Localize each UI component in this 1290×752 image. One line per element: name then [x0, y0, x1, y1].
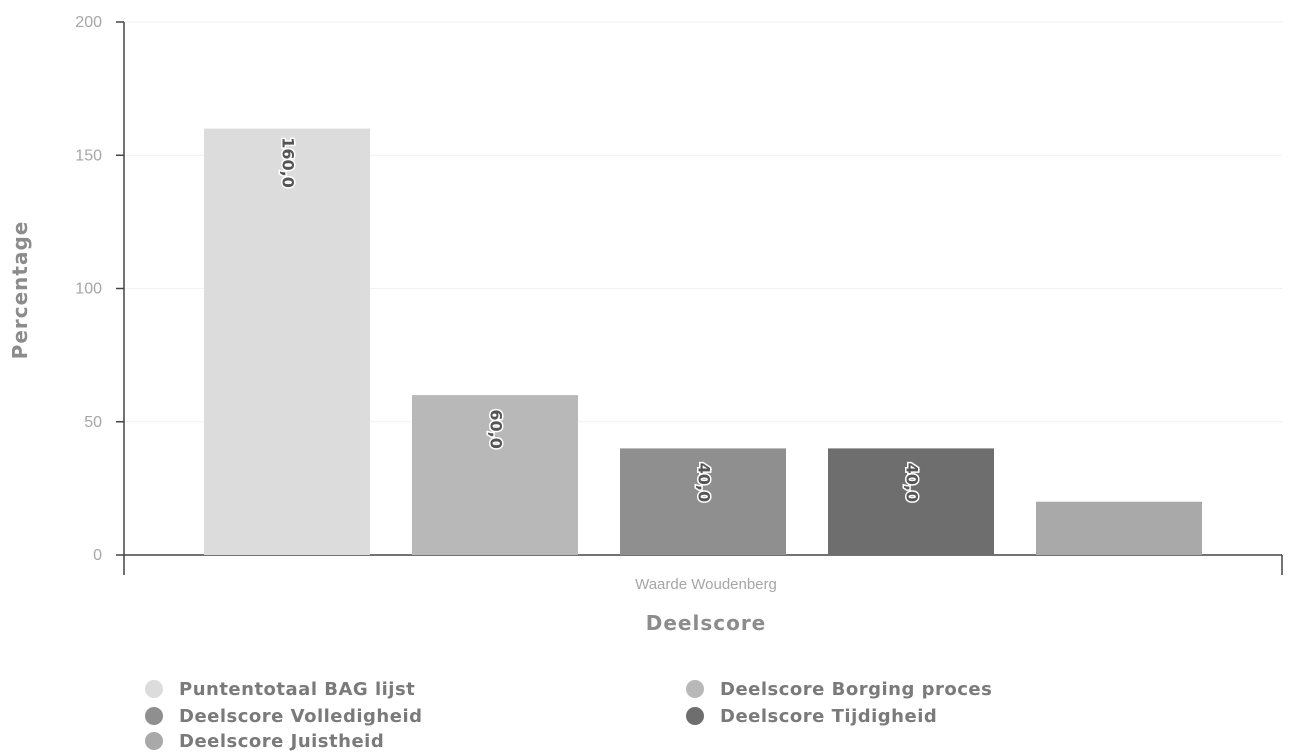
legend-label: Deelscore Volledigheid: [179, 705, 423, 727]
x-category-label: Waarde Woudenberg: [635, 576, 777, 593]
legend-item[interactable]: Deelscore Borging proces: [686, 678, 992, 700]
legend-label: Deelscore Juistheid: [179, 730, 385, 752]
bar[interactable]: [204, 128, 370, 555]
y-tick-label: 200: [75, 14, 102, 31]
legend-dot-icon: [145, 707, 163, 725]
y-tick-label: 0: [93, 547, 102, 564]
legend-item[interactable]: Puntentotaal BAG lijst: [145, 678, 415, 700]
bar-value-label: 40,0: [903, 463, 922, 502]
legend-dot-icon: [145, 732, 163, 750]
bar-chart: 0 50 100 150 200 160,0 60,0 40,0 40,0 Waarde Wo…: [8, 14, 1283, 635]
bar-value-label: 60,0: [487, 409, 506, 448]
y-tick-label: 50: [84, 414, 102, 431]
y-tick-label: 100: [75, 281, 102, 298]
legend: Puntentotaal BAG lijst Deelscore Volledi…: [0, 668, 1290, 752]
legend-dot-icon: [686, 680, 704, 698]
y-axis-title: Percentage: [8, 221, 32, 360]
bars: [204, 128, 1202, 555]
bar[interactable]: [828, 448, 994, 555]
y-tick-label: 150: [75, 147, 102, 164]
bar[interactable]: [1036, 501, 1202, 555]
legend-label: Deelscore Borging proces: [720, 678, 993, 700]
legend-label: Deelscore Tijdigheid: [720, 705, 938, 727]
bar[interactable]: [412, 395, 578, 555]
legend-dot-icon: [145, 680, 163, 698]
legend-item[interactable]: Deelscore Juistheid: [145, 730, 384, 752]
legend-dot-icon: [686, 707, 704, 725]
bar[interactable]: [620, 448, 786, 555]
x-axis-title: Deelscore: [646, 611, 767, 635]
data-labels: 160,0 60,0 40,0 40,0: [277, 136, 923, 504]
legend-label: Puntentotaal BAG lijst: [179, 678, 416, 700]
legend-item[interactable]: Deelscore Tijdigheid: [686, 705, 937, 727]
bar-value-label: 40,0: [695, 463, 714, 502]
legend-item[interactable]: Deelscore Volledigheid: [145, 705, 423, 727]
bar-value-label: 160,0: [279, 137, 298, 188]
